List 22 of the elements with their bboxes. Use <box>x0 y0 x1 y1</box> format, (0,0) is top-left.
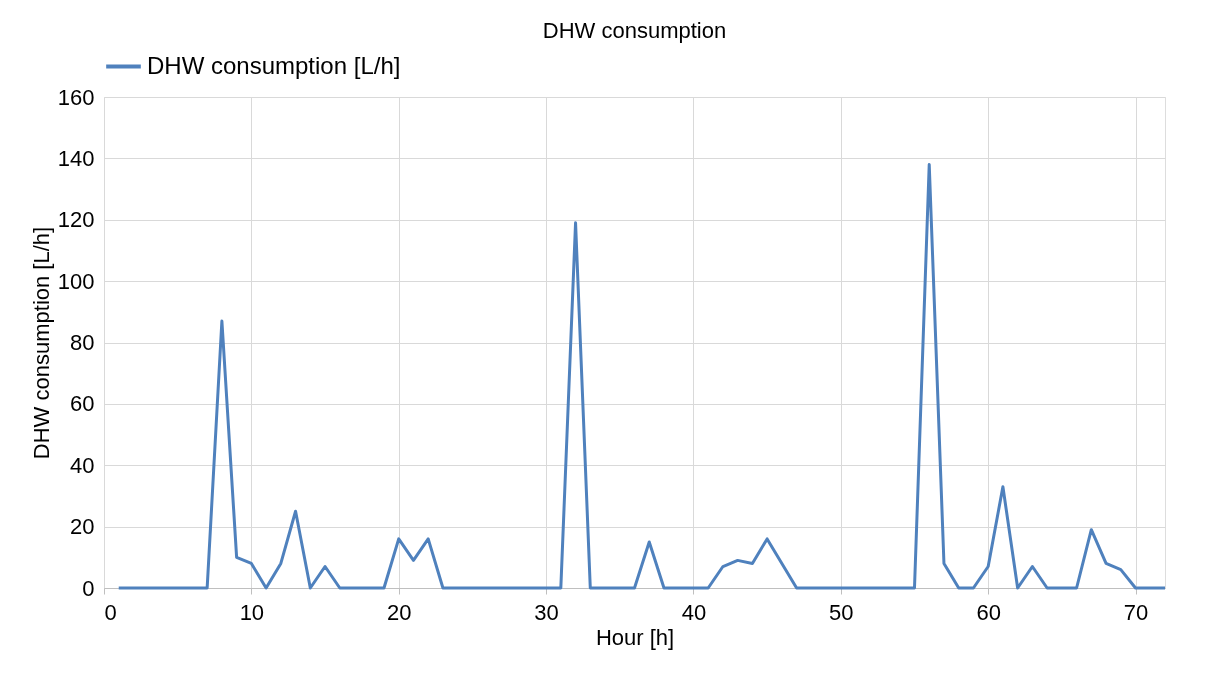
y-tick-label: 20 <box>70 514 95 540</box>
y-tick-label: 40 <box>70 452 95 478</box>
x-tick-label: 60 <box>976 599 1001 625</box>
chart-title: DHW consumption <box>542 18 727 43</box>
y-tick-label: 140 <box>57 145 95 171</box>
x-tick-label: 50 <box>829 599 854 625</box>
x-tick-label: 40 <box>681 599 707 625</box>
y-tick-label: 160 <box>57 84 95 110</box>
x-axis-title: Hour [h] <box>595 624 675 650</box>
y-tick-label: 0 <box>82 575 95 601</box>
y-tick-label: 100 <box>57 268 95 294</box>
y-tick-label: 120 <box>57 207 95 233</box>
line-series <box>117 163 1167 590</box>
legend-label: DHW consumption [L/h] <box>147 51 401 79</box>
x-tick-label: 10 <box>239 599 265 625</box>
x-tick-label: 70 <box>1123 599 1149 625</box>
x-tick-label: 20 <box>386 599 412 625</box>
x-tick-label: 30 <box>534 599 559 625</box>
y-tick-label: 80 <box>70 330 95 355</box>
y-tick-label: 60 <box>70 391 95 417</box>
y-axis-title: DHW consumption [L/h] <box>28 226 54 460</box>
x-tick-label: 0 <box>104 599 117 625</box>
